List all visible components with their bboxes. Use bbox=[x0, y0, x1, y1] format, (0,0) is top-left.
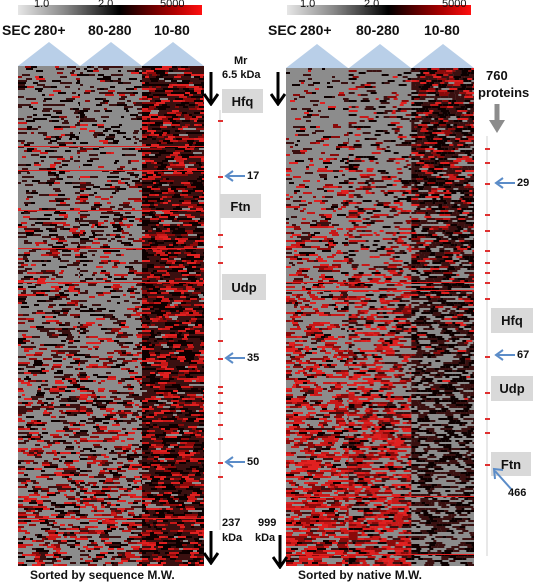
left-box-hfq: Hfq bbox=[222, 89, 263, 113]
right-box-ftn: Ftn bbox=[491, 452, 531, 476]
right-marker-67: 67 bbox=[517, 349, 530, 361]
axis-tick-mark bbox=[218, 358, 223, 360]
axis-tick-mark bbox=[485, 356, 490, 358]
left-heatmap bbox=[18, 66, 204, 566]
axis-tick-mark bbox=[218, 120, 223, 122]
left-colorbar-mid: 2.0 bbox=[98, 0, 114, 10]
right-colorbar bbox=[287, 5, 471, 15]
right-colorbar-max: 5000 bbox=[442, 0, 467, 10]
right-marker-67-arrow-icon bbox=[494, 349, 515, 361]
left-fraction-triangles bbox=[18, 42, 204, 66]
left-marker-35: 35 bbox=[247, 352, 260, 364]
left-fraction-80-280: 80-280 bbox=[88, 22, 132, 38]
right-fraction-280plus: 280+ bbox=[300, 22, 332, 38]
right-marker-466: 466 bbox=[508, 487, 527, 499]
right-sec-label: SEC bbox=[268, 22, 297, 38]
right-count: 760 bbox=[486, 68, 508, 83]
axis-tick-mark bbox=[485, 262, 490, 264]
right-box-udp: Udp bbox=[491, 376, 533, 401]
right-top-down-arrow-icon bbox=[270, 72, 286, 106]
right-count-unit: proteins bbox=[478, 85, 530, 100]
left-mr-label: Mr bbox=[234, 55, 248, 67]
right-caption: Sorted by native M.W. bbox=[298, 568, 423, 582]
axis-tick-mark bbox=[485, 464, 490, 466]
axis-tick-mark bbox=[218, 340, 223, 342]
axis-tick-mark bbox=[485, 148, 490, 150]
left-sec-label: SEC bbox=[2, 22, 31, 38]
left-top-down-arrow-icon bbox=[203, 72, 219, 106]
right-bottom-mass: 999 bbox=[258, 517, 277, 529]
left-top-mass: 6.5 kDa bbox=[222, 69, 261, 81]
axis-tick-mark bbox=[218, 462, 223, 464]
left-fraction-10-80: 10-80 bbox=[154, 22, 190, 38]
axis-tick-mark bbox=[218, 424, 223, 426]
axis-tick-mark bbox=[485, 418, 490, 420]
right-bottom-down-arrow-icon bbox=[272, 535, 288, 569]
axis-tick-mark bbox=[218, 476, 223, 478]
axis-tick-mark bbox=[485, 214, 490, 216]
axis-tick-mark bbox=[218, 438, 223, 440]
right-bottom-unit: kDa bbox=[255, 532, 276, 544]
axis-tick-mark bbox=[218, 262, 223, 264]
axis-tick-mark bbox=[485, 298, 490, 300]
left-colorbar bbox=[18, 5, 202, 15]
left-bottom-mass: 237 bbox=[222, 517, 241, 529]
right-heatmap bbox=[286, 68, 474, 566]
axis-tick-mark bbox=[485, 272, 490, 274]
axis-tick-mark bbox=[485, 432, 490, 434]
right-side-axis bbox=[486, 136, 488, 556]
axis-tick-mark bbox=[218, 176, 223, 178]
axis-tick-mark bbox=[485, 183, 490, 185]
right-fraction-80-280: 80-280 bbox=[356, 22, 400, 38]
left-colorbar-min: 1.0 bbox=[34, 0, 50, 10]
left-colorbar-max: 5000 bbox=[160, 0, 185, 10]
left-marker-35-arrow-icon bbox=[224, 352, 245, 364]
left-side-axis bbox=[219, 110, 221, 530]
axis-tick-mark bbox=[218, 246, 223, 248]
axis-tick-mark bbox=[485, 392, 490, 394]
axis-tick-mark bbox=[485, 282, 490, 284]
axis-tick-mark bbox=[218, 386, 223, 388]
axis-tick-mark bbox=[218, 392, 223, 394]
left-fraction-280plus: 280+ bbox=[34, 22, 66, 38]
right-marker-29-arrow-icon bbox=[494, 177, 515, 189]
left-bottom-unit: kDa bbox=[222, 532, 243, 544]
right-marker-466-arrow-icon bbox=[492, 467, 513, 491]
right-fraction-10-80: 10-80 bbox=[424, 22, 460, 38]
left-box-ftn: Ftn bbox=[220, 194, 261, 218]
left-box-udp: Udp bbox=[222, 274, 266, 300]
right-fraction-triangles bbox=[286, 44, 474, 68]
left-marker-17: 17 bbox=[247, 170, 260, 182]
right-colorbar-min: 1.0 bbox=[300, 0, 316, 10]
axis-tick-mark bbox=[218, 412, 223, 414]
left-caption: Sorted by sequence M.W. bbox=[30, 568, 175, 582]
right-box-hfq: Hfq bbox=[491, 308, 533, 333]
axis-tick-mark bbox=[218, 402, 223, 404]
axis-tick-mark bbox=[485, 162, 490, 164]
axis-tick-mark bbox=[485, 230, 490, 232]
axis-tick-mark bbox=[218, 234, 223, 236]
left-bottom-down-arrow-icon bbox=[203, 531, 219, 565]
axis-tick-mark bbox=[485, 250, 490, 252]
axis-tick-mark bbox=[218, 318, 223, 320]
left-marker-50-arrow-icon bbox=[224, 456, 245, 468]
right-colorbar-mid: 2.0 bbox=[364, 0, 380, 10]
left-marker-17-arrow-icon bbox=[224, 170, 245, 182]
left-marker-50: 50 bbox=[247, 456, 260, 468]
right-gray-down-arrow-icon bbox=[489, 104, 505, 133]
right-marker-29: 29 bbox=[517, 177, 530, 189]
